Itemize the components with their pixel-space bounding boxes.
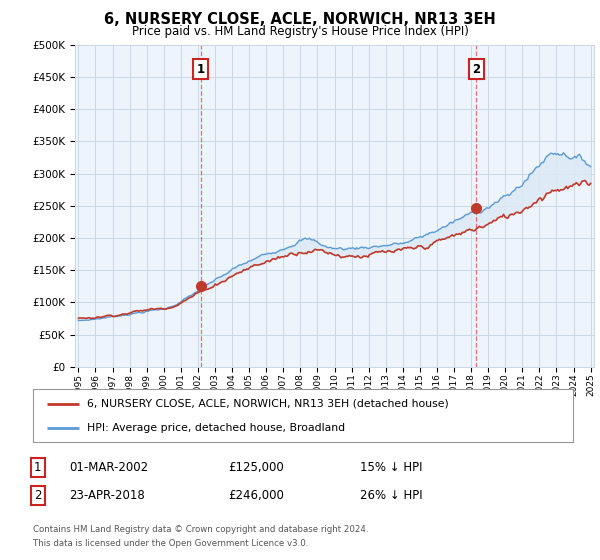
Text: Price paid vs. HM Land Registry's House Price Index (HPI): Price paid vs. HM Land Registry's House … — [131, 25, 469, 38]
Text: 01-MAR-2002: 01-MAR-2002 — [69, 461, 148, 474]
Text: 6, NURSERY CLOSE, ACLE, NORWICH, NR13 3EH: 6, NURSERY CLOSE, ACLE, NORWICH, NR13 3E… — [104, 12, 496, 27]
Text: 23-APR-2018: 23-APR-2018 — [69, 489, 145, 502]
Text: 2: 2 — [472, 63, 481, 76]
Text: 1: 1 — [197, 63, 205, 76]
Text: £246,000: £246,000 — [228, 489, 284, 502]
Text: 6, NURSERY CLOSE, ACLE, NORWICH, NR13 3EH (detached house): 6, NURSERY CLOSE, ACLE, NORWICH, NR13 3E… — [87, 399, 449, 409]
Text: 15% ↓ HPI: 15% ↓ HPI — [360, 461, 422, 474]
Text: HPI: Average price, detached house, Broadland: HPI: Average price, detached house, Broa… — [87, 423, 345, 433]
Text: This data is licensed under the Open Government Licence v3.0.: This data is licensed under the Open Gov… — [33, 539, 308, 548]
Text: 2: 2 — [34, 489, 41, 502]
Text: 1: 1 — [34, 461, 41, 474]
Text: £125,000: £125,000 — [228, 461, 284, 474]
Text: Contains HM Land Registry data © Crown copyright and database right 2024.: Contains HM Land Registry data © Crown c… — [33, 525, 368, 534]
Text: 26% ↓ HPI: 26% ↓ HPI — [360, 489, 422, 502]
